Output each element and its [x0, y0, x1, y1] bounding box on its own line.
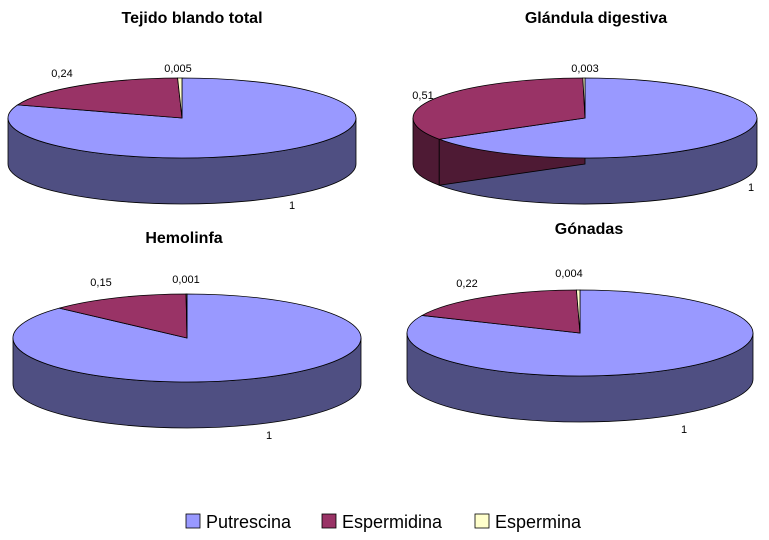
chart-title: Glándula digestiva [525, 10, 667, 27]
pie-slice-putrescina [439, 77, 758, 159]
slice-label-espermidina: 0,15 [90, 277, 111, 289]
pie-slice-espermina [177, 77, 183, 119]
slice-label-putrescina: 1 [681, 424, 687, 436]
chart-title: Gónadas [555, 221, 624, 238]
pie-chart-2: Glándula digestiva 1 0,51 0,003 [412, 10, 758, 205]
pie-slice-espermina [582, 77, 586, 119]
slice-label-espermidina: 0,22 [456, 278, 477, 290]
legend-label-putrescina: Putrescina [206, 512, 292, 532]
legend-label-espermina: Espermina [495, 512, 582, 532]
legend-swatch-putrescina [185, 513, 201, 529]
pie-chart-3: Hemolinfa 1 0,15 0,001 [12, 230, 362, 442]
legend-swatch-espermidina [321, 513, 337, 529]
legend-label-espermidina: Espermidina [342, 512, 443, 532]
slice-label-espermina: 0,003 [571, 63, 599, 75]
slice-label-putrescina: 1 [266, 430, 272, 442]
slice-label-espermina: 0,005 [164, 63, 192, 75]
legend: Putrescina Espermidina Espermina [185, 512, 582, 532]
pie-slice-espermina [185, 293, 188, 339]
slice-label-espermidina: 0,24 [51, 68, 72, 80]
pie-slice-espermidina [59, 293, 188, 339]
pie-slice-espermina [576, 289, 581, 334]
pie-slice-espermidina [16, 77, 183, 119]
slice-label-espermina: 0,001 [172, 274, 200, 286]
pie-slice-espermidina [420, 289, 581, 334]
slice-label-espermina: 0,004 [555, 268, 583, 280]
legend-swatch-espermina [474, 513, 490, 529]
pie-chart-4: Gónadas 1 0,22 0,004 [406, 221, 754, 436]
chart-title: Tejido blando total [121, 10, 262, 27]
pie-chart-1: Tejido blando total 1 0,24 0,005 [7, 10, 357, 212]
chart-title: Hemolinfa [145, 230, 222, 247]
slice-label-putrescina: 1 [289, 200, 295, 212]
slice-label-espermidina: 0,51 [412, 90, 433, 102]
pie-slice-espermidina [412, 77, 586, 140]
slice-label-putrescina: 1 [748, 182, 754, 194]
